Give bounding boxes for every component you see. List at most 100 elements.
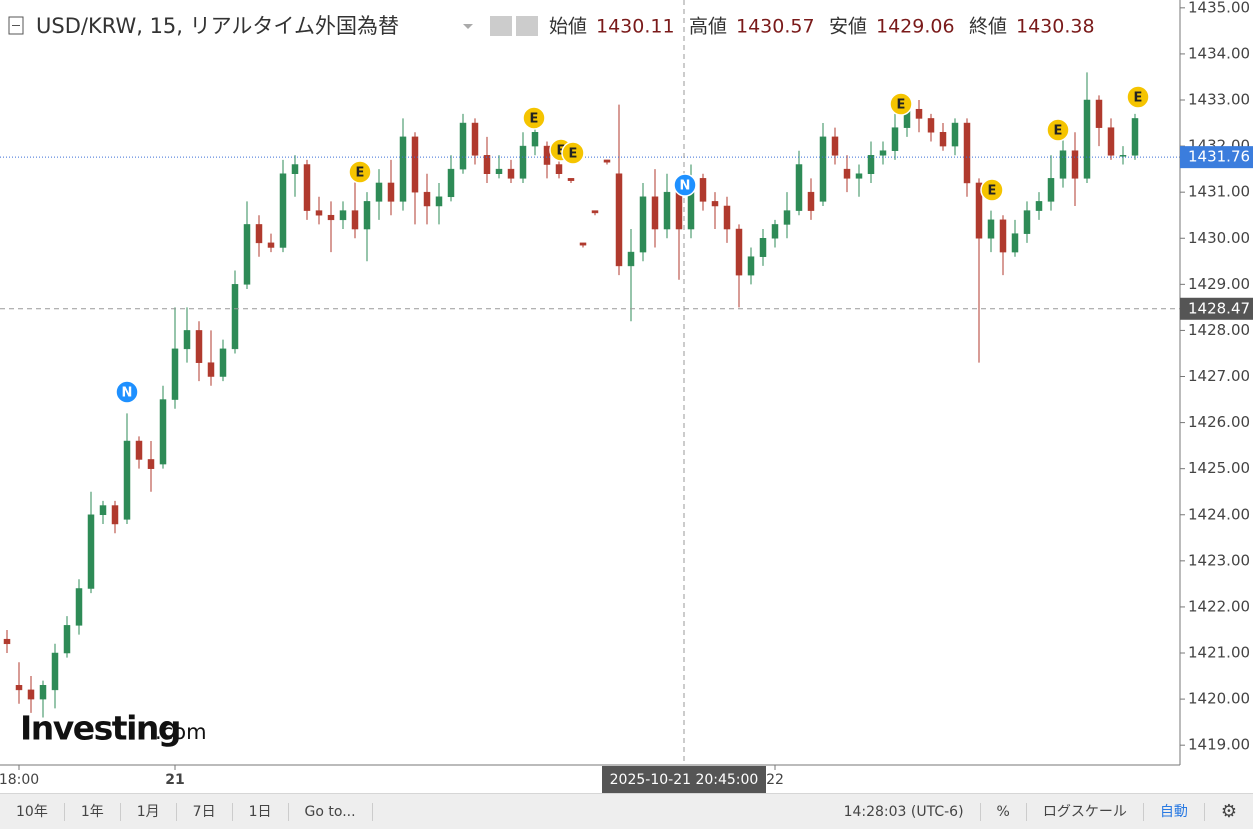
candle-body — [183, 330, 191, 350]
candle-body — [603, 159, 611, 163]
last-price-label: 1431.76 — [1188, 148, 1250, 166]
candle-body — [531, 132, 539, 147]
event-label: E — [897, 98, 906, 113]
candle-body — [951, 122, 959, 147]
candle-body — [879, 150, 887, 156]
ohlc-value: 1429.06 — [876, 16, 955, 38]
candle-body — [975, 182, 983, 239]
candle-body — [303, 164, 311, 211]
event-label: E — [530, 112, 539, 127]
candle-body — [735, 228, 743, 276]
candle-body — [855, 173, 863, 179]
candle-body — [75, 588, 83, 626]
candle-body — [27, 689, 35, 700]
candle-body — [471, 122, 479, 156]
candle-body — [915, 108, 923, 119]
settings-icon[interactable] — [516, 16, 538, 36]
range-button[interactable]: 1月 — [121, 802, 177, 821]
range-button[interactable]: 1日 — [233, 802, 289, 821]
candle-body — [927, 118, 935, 133]
candle-body — [363, 201, 371, 230]
event-marker[interactable] — [889, 92, 913, 116]
candle-body — [495, 168, 503, 174]
candle-body — [999, 219, 1007, 253]
candle-body — [351, 210, 359, 230]
event-marker[interactable] — [561, 141, 585, 165]
candle-body — [519, 145, 527, 179]
event-marker[interactable] — [980, 178, 1004, 202]
event-marker[interactable] — [522, 106, 546, 130]
range-button[interactable]: 7日 — [177, 802, 233, 821]
candle-body — [435, 196, 443, 207]
candle-body — [291, 164, 299, 174]
x-tick-label: 22 — [766, 772, 784, 788]
crosshair-time-box — [602, 766, 766, 793]
candle-body — [159, 399, 167, 465]
candle-body — [1035, 201, 1043, 211]
ohlc-label: 終値 — [969, 16, 1007, 38]
candle-body — [267, 242, 275, 248]
candle-body — [783, 210, 791, 225]
y-tick-label: 1434.00 — [1188, 44, 1250, 62]
event-label: N — [122, 386, 133, 401]
plot — [0, 0, 1180, 765]
watermark-brand: Investing — [20, 709, 180, 748]
ohlc-label: 高値 — [689, 16, 727, 38]
range-button[interactable]: 10年 — [0, 802, 65, 821]
event-label: E — [356, 166, 365, 181]
candle-body — [15, 685, 23, 691]
candle-body — [459, 122, 467, 170]
candle-body — [867, 155, 875, 174]
ohlc-label: 安値 — [829, 16, 867, 38]
candle-body — [543, 145, 551, 165]
collapse-icon[interactable] — [8, 16, 24, 35]
option-button[interactable]: % — [981, 802, 1027, 821]
candle-body — [1023, 210, 1031, 234]
candle-body — [219, 348, 227, 377]
candle-body — [207, 362, 215, 377]
option-button[interactable]: 自動 — [1144, 802, 1205, 821]
candle-body — [1119, 155, 1127, 157]
candle-body — [135, 440, 143, 460]
candle-body — [123, 440, 131, 520]
event-marker[interactable] — [348, 160, 372, 184]
dropdown-arrow[interactable] — [463, 24, 473, 29]
ohlc-legend: 始値 1430.11 高値 1430.57 安値 1429.06 終値 1430.38 — [549, 16, 1095, 38]
eye-icon[interactable] — [490, 16, 512, 36]
candle-body — [579, 242, 587, 246]
watermark-suffix: .com — [155, 720, 207, 744]
crosshair-price-box — [1180, 297, 1253, 320]
candle-body — [447, 168, 455, 198]
event-label: E — [988, 184, 997, 199]
candle-body — [795, 164, 803, 211]
range-button[interactable]: Go to... — [289, 802, 373, 821]
candle-body — [51, 652, 59, 691]
candle-body — [411, 136, 419, 193]
event-marker[interactable] — [1046, 118, 1070, 142]
y-tick-label: 1424.00 — [1188, 505, 1250, 523]
symbol-title[interactable]: USD/KRW, 15, リアルタイム外国為替 — [36, 14, 399, 38]
candle-body — [591, 210, 599, 214]
ohlc-value: 1430.57 — [736, 16, 815, 38]
y-tick-label: 1435.00 — [1188, 0, 1250, 16]
crosshair-time-label: 2025-10-21 20:45:00 — [610, 772, 759, 788]
event-marker[interactable] — [115, 380, 139, 404]
y-tick-label: 1430.00 — [1188, 229, 1250, 247]
candle-body — [147, 459, 155, 469]
range-button[interactable]: 1年 — [65, 802, 121, 821]
y-tick-label: 1425.00 — [1188, 459, 1250, 477]
event-marker[interactable] — [673, 173, 697, 197]
candle-body — [699, 178, 707, 202]
event-marker[interactable] — [1126, 85, 1150, 109]
y-tick-label: 1422.00 — [1188, 597, 1250, 615]
y-tick-label: 1420.00 — [1188, 690, 1250, 708]
clock: 14:28:03 (UTC-6) — [828, 802, 981, 821]
option-button[interactable]: ログスケール — [1027, 802, 1144, 821]
candle-body — [987, 219, 995, 239]
y-tick-label: 1428.00 — [1188, 321, 1250, 339]
candle-body — [1107, 127, 1115, 156]
candle-body — [807, 191, 815, 211]
settings-gear[interactable]: ⚙ — [1220, 800, 1237, 822]
candle-body — [759, 238, 767, 257]
toolbar: 10年 1年 1月 7日 1日 Go to... 14:28:03 (UTC-6)% ログスケ… — [0, 793, 1253, 829]
